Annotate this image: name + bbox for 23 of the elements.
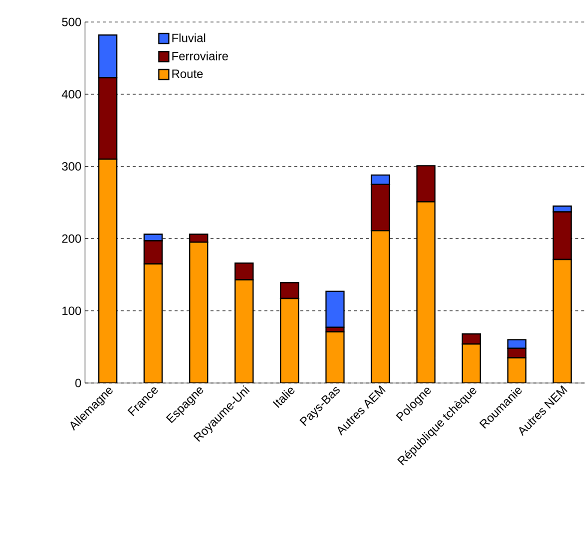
bar — [416, 201, 436, 383]
y-tick-label: 400 — [62, 90, 82, 98]
bar — [98, 158, 118, 383]
y-tick-label: 100 — [62, 306, 82, 316]
legend-label: Route — [172, 70, 203, 78]
bar — [234, 279, 254, 383]
bar — [462, 343, 481, 383]
legend-label: Ferroviaire — [172, 52, 228, 60]
bar — [370, 230, 390, 383]
bar — [280, 298, 300, 383]
bar — [189, 242, 208, 383]
bar — [325, 290, 345, 328]
y-tick-label: 0 — [75, 378, 82, 388]
y-tick-label: 500 — [62, 18, 82, 26]
y-tick-label: 200 — [62, 234, 82, 243]
legend-label: Fluvial — [172, 33, 206, 42]
bar — [325, 331, 345, 383]
bar — [416, 165, 436, 202]
y-tick-label: 300 — [62, 162, 82, 171]
bar — [552, 258, 572, 383]
bar — [144, 263, 163, 383]
bar — [280, 282, 300, 300]
bar — [234, 262, 254, 280]
